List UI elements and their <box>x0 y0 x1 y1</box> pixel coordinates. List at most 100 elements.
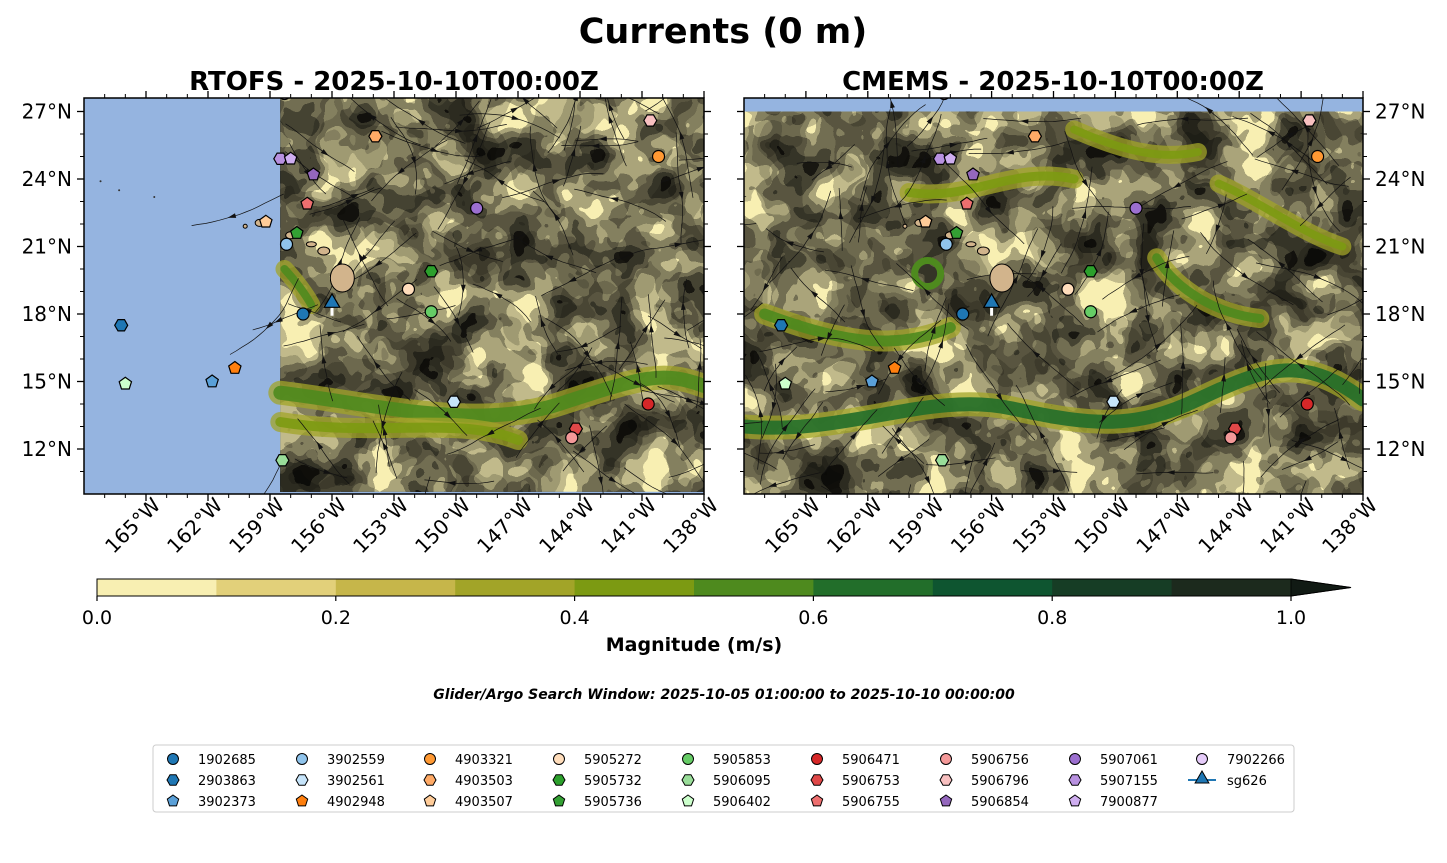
streamline <box>630 341 645 404</box>
streamline-arrow <box>709 224 717 229</box>
streamline-arrow <box>1139 269 1144 278</box>
streamline-arrow <box>323 469 332 474</box>
streamline <box>1070 359 1161 398</box>
legend-marker <box>423 794 437 807</box>
streamline <box>987 228 1039 337</box>
legend-label: 5906796 <box>971 774 1029 789</box>
streamline-arrow <box>641 324 649 333</box>
streamline-arrow <box>1246 362 1253 372</box>
streamline <box>969 442 996 494</box>
cmems-panel: CMEMS - 2025-10-10T00:00Z 165°W162°W159°… <box>709 67 1425 558</box>
streamline <box>1064 131 1112 217</box>
streamline-arrow <box>1287 131 1296 138</box>
streamline-arrow <box>568 276 577 283</box>
streamline <box>857 187 868 243</box>
legend-marker <box>939 794 953 807</box>
streamline <box>1102 255 1190 300</box>
streamline-arrow <box>598 476 603 486</box>
legend-item-4902948: 4902948 <box>295 794 385 810</box>
streamline <box>849 144 885 243</box>
streamline <box>823 409 878 475</box>
legend-marker <box>295 774 309 786</box>
legend-label: 4903321 <box>455 753 513 768</box>
float-4903507 <box>258 214 273 228</box>
y-tick-label: 21°N <box>1375 235 1425 259</box>
legend-item-3902373: 3902373 <box>166 794 256 810</box>
streamline <box>1250 113 1328 185</box>
streamline-arrow <box>465 247 475 253</box>
streamline <box>1236 328 1280 393</box>
streamline-arrow <box>1053 468 1062 474</box>
rtofs-floats <box>114 98 666 467</box>
streamline <box>618 299 666 371</box>
streamline <box>881 397 924 454</box>
legend-item-5905272: 5905272 <box>553 753 642 768</box>
island <box>329 263 355 293</box>
colorbar-level <box>932 579 1053 596</box>
float-5906756 <box>565 431 579 445</box>
streamline-arrow <box>860 278 870 283</box>
streamline-arrow <box>1164 259 1170 269</box>
streamline-arrow <box>419 514 424 523</box>
y-tick-label: 27°N <box>1375 100 1425 124</box>
streamline-arrow <box>785 241 794 247</box>
streamline-arrow <box>670 438 679 446</box>
streamline-arrow <box>949 142 958 148</box>
streamline <box>820 304 845 356</box>
streamline <box>657 386 704 410</box>
legend: 1902685 2903863 3902373 3902559 3902561 49029… <box>152 744 1295 813</box>
streamline-arrow <box>735 450 744 455</box>
streamline-arrow <box>758 408 764 418</box>
legend-marker <box>166 774 180 786</box>
legend-marker <box>424 753 436 765</box>
streamline <box>547 98 577 154</box>
streamline-arrow <box>778 357 786 366</box>
float-4903503 <box>1027 130 1043 143</box>
streamline <box>522 98 558 129</box>
streamline-arrow <box>633 380 642 386</box>
streamline <box>309 187 382 215</box>
streamline <box>446 407 541 455</box>
current-band <box>1214 179 1347 251</box>
islet <box>153 196 156 198</box>
streamline-arrow <box>870 195 876 205</box>
current-band <box>280 265 316 309</box>
streamline <box>1074 211 1109 295</box>
float-5905736 <box>949 225 964 239</box>
legend-item-5905853: 5905853 <box>682 753 771 768</box>
streamline <box>1060 166 1093 274</box>
streamline-arrow <box>699 400 704 406</box>
streamline-arrow <box>554 435 562 444</box>
streamline-arrow <box>838 211 844 220</box>
legend-label: 2903863 <box>198 774 256 789</box>
y-tick-label: 24°N <box>1375 167 1425 191</box>
streamline <box>456 246 464 316</box>
streamline-arrow <box>447 480 456 486</box>
streamline <box>609 296 623 402</box>
streamline-arrow <box>1290 169 1299 175</box>
legend-marker <box>423 774 437 786</box>
legend-item-5906095: 5906095 <box>681 774 771 789</box>
streamline <box>765 228 824 253</box>
streamline <box>1359 340 1363 394</box>
legend-label: 4903507 <box>455 795 513 810</box>
float-5906796 <box>1302 114 1317 127</box>
colorbar: 0.0 0.2 0.4 0.6 0.8 1.0 Magnitude (m/s) <box>82 578 1352 656</box>
streamline-arrow <box>828 160 837 165</box>
streamline <box>464 159 546 203</box>
island <box>989 263 1015 293</box>
float-5906755 <box>959 196 974 210</box>
current-band <box>1070 125 1202 159</box>
legend-item-4903507: 4903507 <box>423 794 513 810</box>
streamline <box>561 141 638 147</box>
streamline-arrow <box>381 420 387 430</box>
streamline <box>1180 323 1184 415</box>
streamline-arrow <box>920 155 926 164</box>
streamline <box>682 278 690 349</box>
streamline <box>1161 230 1175 307</box>
x-tick-label: 144°W <box>534 493 599 558</box>
streamline-arrow <box>649 324 654 333</box>
float-5906854 <box>966 167 980 181</box>
x-tick-label: 162°W <box>162 493 227 558</box>
streamline <box>1307 127 1341 232</box>
